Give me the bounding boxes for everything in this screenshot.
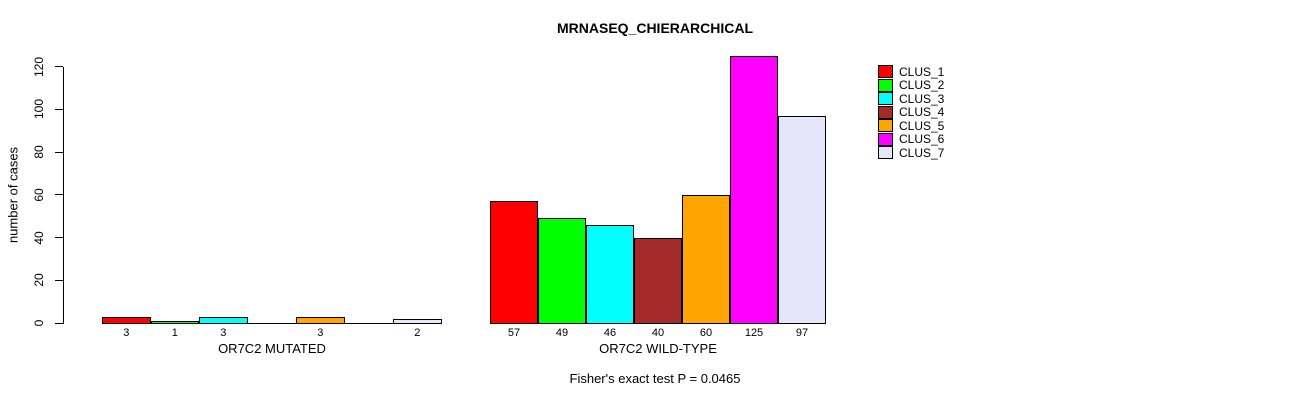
group-label-mutated: OR7C2 MUTATED (218, 341, 326, 356)
legend-color-swatch (878, 105, 893, 119)
y-tick-label: 0 (32, 319, 46, 327)
y-tick-label: 120 (32, 56, 46, 77)
legend-color-swatch (878, 119, 893, 132)
legend-item-label: CLUS_4 (899, 105, 945, 119)
y-tick-mark (55, 237, 63, 238)
bar-value-label: 125 (744, 327, 764, 339)
legend-item: CLUS_4 (878, 105, 945, 119)
y-tick-mark (55, 194, 63, 196)
y-tick-mark (55, 66, 63, 67)
y-tick-label: 60 (32, 188, 46, 202)
y-axis-label: number of cases (5, 146, 21, 244)
bar-clus_7 (393, 318, 442, 324)
legend-item: CLUS_3 (878, 91, 945, 106)
legend-item-label: CLUS_3 (899, 91, 945, 106)
bar-clus_1 (490, 201, 538, 324)
y-tick-label: 40 (32, 230, 46, 245)
legend-color-swatch (878, 146, 893, 159)
legend-item: CLUS_5 (878, 118, 945, 133)
legend-item-label: CLUS_6 (899, 132, 945, 146)
chart-title: MRNASEQ_CHIERARCHICAL (556, 20, 754, 36)
bar-value-label: 60 (699, 327, 713, 339)
y-tick-label: 20 (32, 273, 46, 287)
bar-clus_3 (586, 224, 634, 324)
legend-color-swatch (878, 132, 893, 146)
bar-value-label: 57 (507, 327, 521, 339)
bar-clus_5 (682, 194, 730, 324)
legend-color-swatch (878, 78, 893, 92)
legend-item-label: CLUS_1 (899, 64, 945, 79)
bar-clus_2 (150, 320, 199, 324)
legend-item-label: CLUS_5 (899, 118, 945, 133)
legend-item-label: CLUS_7 (899, 145, 945, 160)
legend-item-label: CLUS_2 (899, 78, 945, 92)
bar-clus_6 (730, 55, 778, 324)
y-axis-line (63, 66, 64, 324)
group-label-wildtype: OR7C2 WILD-TYPE (599, 341, 717, 356)
legend-color-swatch (878, 92, 893, 105)
legend-item: CLUS_2 (878, 78, 945, 92)
bar-clus_7 (778, 115, 826, 324)
y-tick-mark (55, 108, 63, 110)
fisher-test-annotation: Fisher's exact test P = 0.0465 (569, 371, 741, 386)
bar-value-label: 3 (317, 327, 324, 339)
bar-value-label: 3 (220, 327, 227, 339)
x-axis-baseline (102, 323, 442, 324)
y-tick-mark (55, 151, 63, 153)
y-tick-mark (55, 279, 63, 281)
bar-clus_5 (296, 316, 345, 324)
bar-value-label: 3 (123, 327, 130, 339)
bar-clus_1 (102, 316, 151, 324)
legend-item: CLUS_6 (878, 132, 945, 146)
y-tick-label: 100 (32, 99, 46, 120)
bar-value-label: 1 (171, 327, 178, 339)
legend-item: CLUS_1 (878, 64, 945, 79)
bar-value-label: 46 (603, 327, 617, 339)
bar-value-label: 2 (414, 327, 421, 339)
bar-clus_4 (634, 237, 682, 324)
y-tick-mark (55, 322, 63, 324)
legend-item: CLUS_7 (878, 145, 945, 160)
bar-value-label: 40 (651, 327, 665, 339)
bar-value-label: 49 (555, 327, 569, 339)
y-tick-label: 80 (32, 145, 46, 159)
legend-color-swatch (878, 65, 893, 78)
bar-value-label: 97 (795, 327, 809, 339)
bar-clus_3 (199, 316, 248, 324)
bar-clus_2 (538, 218, 586, 324)
